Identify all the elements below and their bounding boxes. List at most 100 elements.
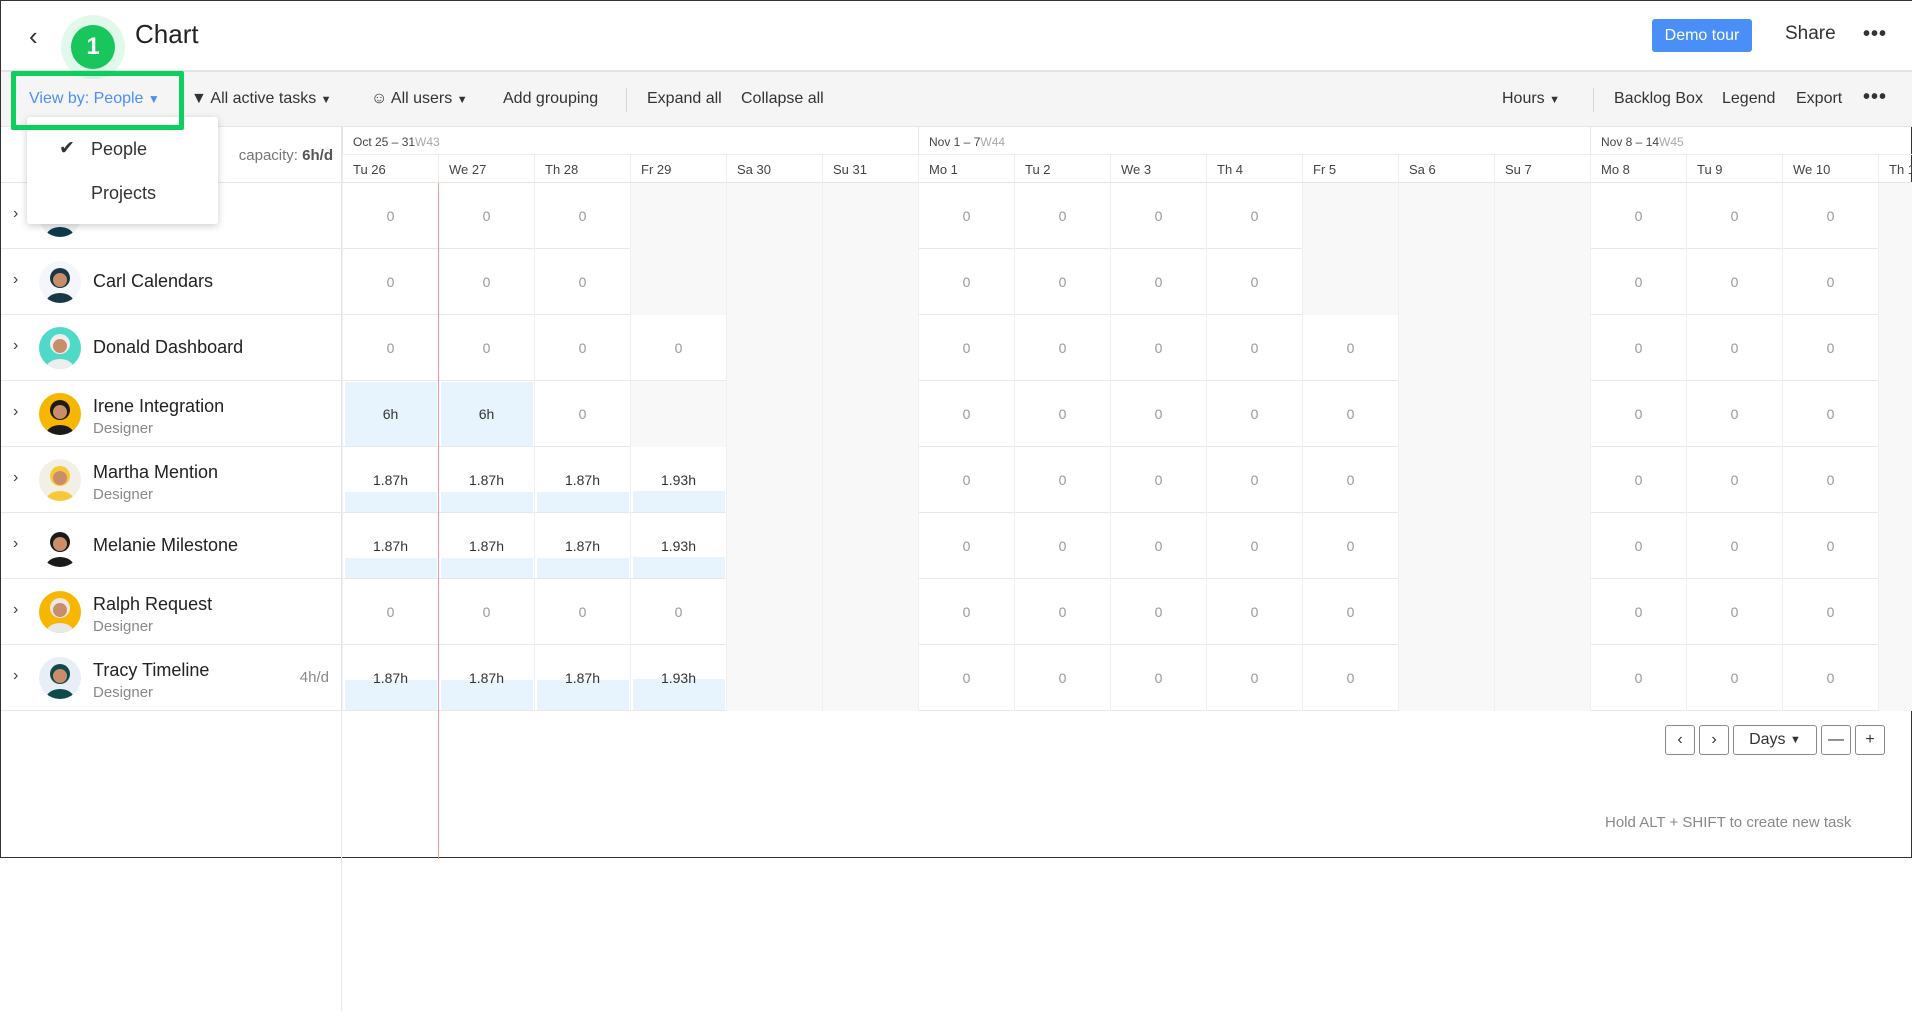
day-cell[interactable] xyxy=(822,579,918,645)
day-cell[interactable]: 0 xyxy=(1206,249,1302,315)
day-cell[interactable]: 0 xyxy=(1014,447,1110,513)
day-cell[interactable]: 0 xyxy=(1590,183,1686,249)
view-by-dropdown[interactable]: View by: People ▼ xyxy=(29,90,160,108)
day-cell[interactable] xyxy=(1398,381,1494,447)
expand-chevron-icon[interactable]: › xyxy=(13,205,19,222)
day-cell[interactable]: 0 xyxy=(1206,447,1302,513)
back-icon[interactable]: ‹ xyxy=(29,21,38,51)
day-cell[interactable]: 0 xyxy=(918,447,1014,513)
collapse-all-button[interactable]: Collapse all xyxy=(741,90,824,107)
day-cell[interactable]: 1.87h xyxy=(438,645,534,711)
day-cell[interactable] xyxy=(1878,249,1912,315)
day-cell[interactable]: 0 xyxy=(630,315,726,381)
day-cell[interactable]: 1.93h xyxy=(630,645,726,711)
expand-chevron-icon[interactable]: › xyxy=(13,667,19,684)
person-name[interactable]: Tracy Timeline xyxy=(93,660,210,680)
day-cell[interactable]: 0 xyxy=(1110,645,1206,711)
day-cell[interactable]: 0 xyxy=(1206,645,1302,711)
expand-chevron-icon[interactable]: › xyxy=(13,403,19,420)
scale-dropdown[interactable]: Days ▼ xyxy=(1733,725,1817,755)
day-cell[interactable]: 0 xyxy=(342,183,438,249)
day-cell[interactable]: 0 xyxy=(1206,579,1302,645)
day-cell[interactable]: 0 xyxy=(1590,579,1686,645)
day-cell[interactable]: 0 xyxy=(918,381,1014,447)
share-button[interactable]: Share xyxy=(1785,23,1836,44)
day-cell[interactable] xyxy=(822,381,918,447)
expand-chevron-icon[interactable]: › xyxy=(13,337,19,354)
day-cell[interactable]: 1.87h xyxy=(534,645,630,711)
more-icon[interactable]: ••• xyxy=(1863,86,1888,108)
day-cell[interactable]: 0 xyxy=(534,579,630,645)
day-cell[interactable] xyxy=(630,249,726,315)
day-cell[interactable]: 0 xyxy=(1782,645,1878,711)
day-cell[interactable] xyxy=(1494,315,1590,381)
day-cell[interactable]: 0 xyxy=(1686,381,1782,447)
day-cell[interactable]: 0 xyxy=(438,183,534,249)
day-cell[interactable] xyxy=(1878,645,1912,711)
demo-tour-button[interactable]: Demo tour xyxy=(1652,19,1752,52)
day-cell[interactable]: 0 xyxy=(534,315,630,381)
day-cell[interactable]: 1.87h xyxy=(342,447,438,513)
expand-chevron-icon[interactable]: › xyxy=(13,271,19,288)
day-cell[interactable]: 0 xyxy=(918,513,1014,579)
day-cell[interactable] xyxy=(1878,447,1912,513)
day-cell[interactable]: 0 xyxy=(1110,381,1206,447)
day-cell[interactable]: 0 xyxy=(1110,315,1206,381)
day-cell[interactable] xyxy=(1398,513,1494,579)
day-cell[interactable] xyxy=(1302,249,1398,315)
menu-item-projects[interactable]: Projects xyxy=(27,173,218,213)
add-grouping-button[interactable]: Add grouping xyxy=(503,90,599,107)
day-cell[interactable]: 0 xyxy=(630,579,726,645)
day-cell[interactable]: 0 xyxy=(1782,315,1878,381)
day-cell[interactable]: 6h xyxy=(342,381,438,447)
day-cell[interactable]: 0 xyxy=(1686,645,1782,711)
day-cell[interactable]: 0 xyxy=(918,183,1014,249)
day-cell[interactable]: 0 xyxy=(1590,645,1686,711)
day-cell[interactable]: 0 xyxy=(534,381,630,447)
day-cell[interactable]: 0 xyxy=(1014,645,1110,711)
prev-button[interactable]: ‹ xyxy=(1665,725,1695,755)
units-dropdown[interactable]: Hours ▼ xyxy=(1502,90,1560,108)
day-cell[interactable] xyxy=(1398,579,1494,645)
day-cell[interactable]: 0 xyxy=(1014,315,1110,381)
day-cell[interactable]: 1.93h xyxy=(630,447,726,513)
day-cell[interactable]: 0 xyxy=(1782,447,1878,513)
day-cell[interactable] xyxy=(1398,249,1494,315)
day-cell[interactable]: 1.87h xyxy=(438,513,534,579)
filter-dropdown[interactable]: ▼ All active tasks ▼ xyxy=(191,90,332,108)
day-cell[interactable]: 1.87h xyxy=(534,513,630,579)
day-cell[interactable]: 0 xyxy=(1782,381,1878,447)
day-cell[interactable] xyxy=(1878,579,1912,645)
day-cell[interactable]: 0 xyxy=(1014,249,1110,315)
menu-item-people[interactable]: ✔ People xyxy=(27,129,218,169)
day-cell[interactable] xyxy=(1494,579,1590,645)
day-cell[interactable] xyxy=(822,513,918,579)
day-cell[interactable]: 0 xyxy=(1206,315,1302,381)
export-button[interactable]: Export xyxy=(1796,90,1843,107)
day-cell[interactable]: 0 xyxy=(1206,183,1302,249)
day-cell[interactable] xyxy=(822,249,918,315)
day-cell[interactable]: 0 xyxy=(534,249,630,315)
day-cell[interactable]: 0 xyxy=(1590,513,1686,579)
day-cell[interactable] xyxy=(630,183,726,249)
day-cell[interactable]: 0 xyxy=(1782,249,1878,315)
day-cell[interactable] xyxy=(1878,381,1912,447)
day-cell[interactable] xyxy=(822,183,918,249)
day-cell[interactable]: 0 xyxy=(918,315,1014,381)
day-cell[interactable]: 0 xyxy=(1110,447,1206,513)
backlog-box-button[interactable]: Backlog Box xyxy=(1614,90,1703,107)
day-cell[interactable] xyxy=(726,381,822,447)
day-cell[interactable] xyxy=(1494,183,1590,249)
day-cell[interactable] xyxy=(822,645,918,711)
person-name[interactable]: Melanie Milestone xyxy=(93,535,239,555)
day-cell[interactable]: 0 xyxy=(1110,513,1206,579)
person-name[interactable]: Carl Calendars xyxy=(93,271,214,291)
day-cell[interactable]: 0 xyxy=(1302,447,1398,513)
day-cell[interactable] xyxy=(1398,315,1494,381)
day-cell[interactable]: 0 xyxy=(1590,447,1686,513)
day-cell[interactable] xyxy=(1398,183,1494,249)
day-cell[interactable] xyxy=(1302,183,1398,249)
day-cell[interactable]: 0 xyxy=(918,579,1014,645)
day-cell[interactable]: 0 xyxy=(1686,579,1782,645)
day-cell[interactable] xyxy=(1878,513,1912,579)
